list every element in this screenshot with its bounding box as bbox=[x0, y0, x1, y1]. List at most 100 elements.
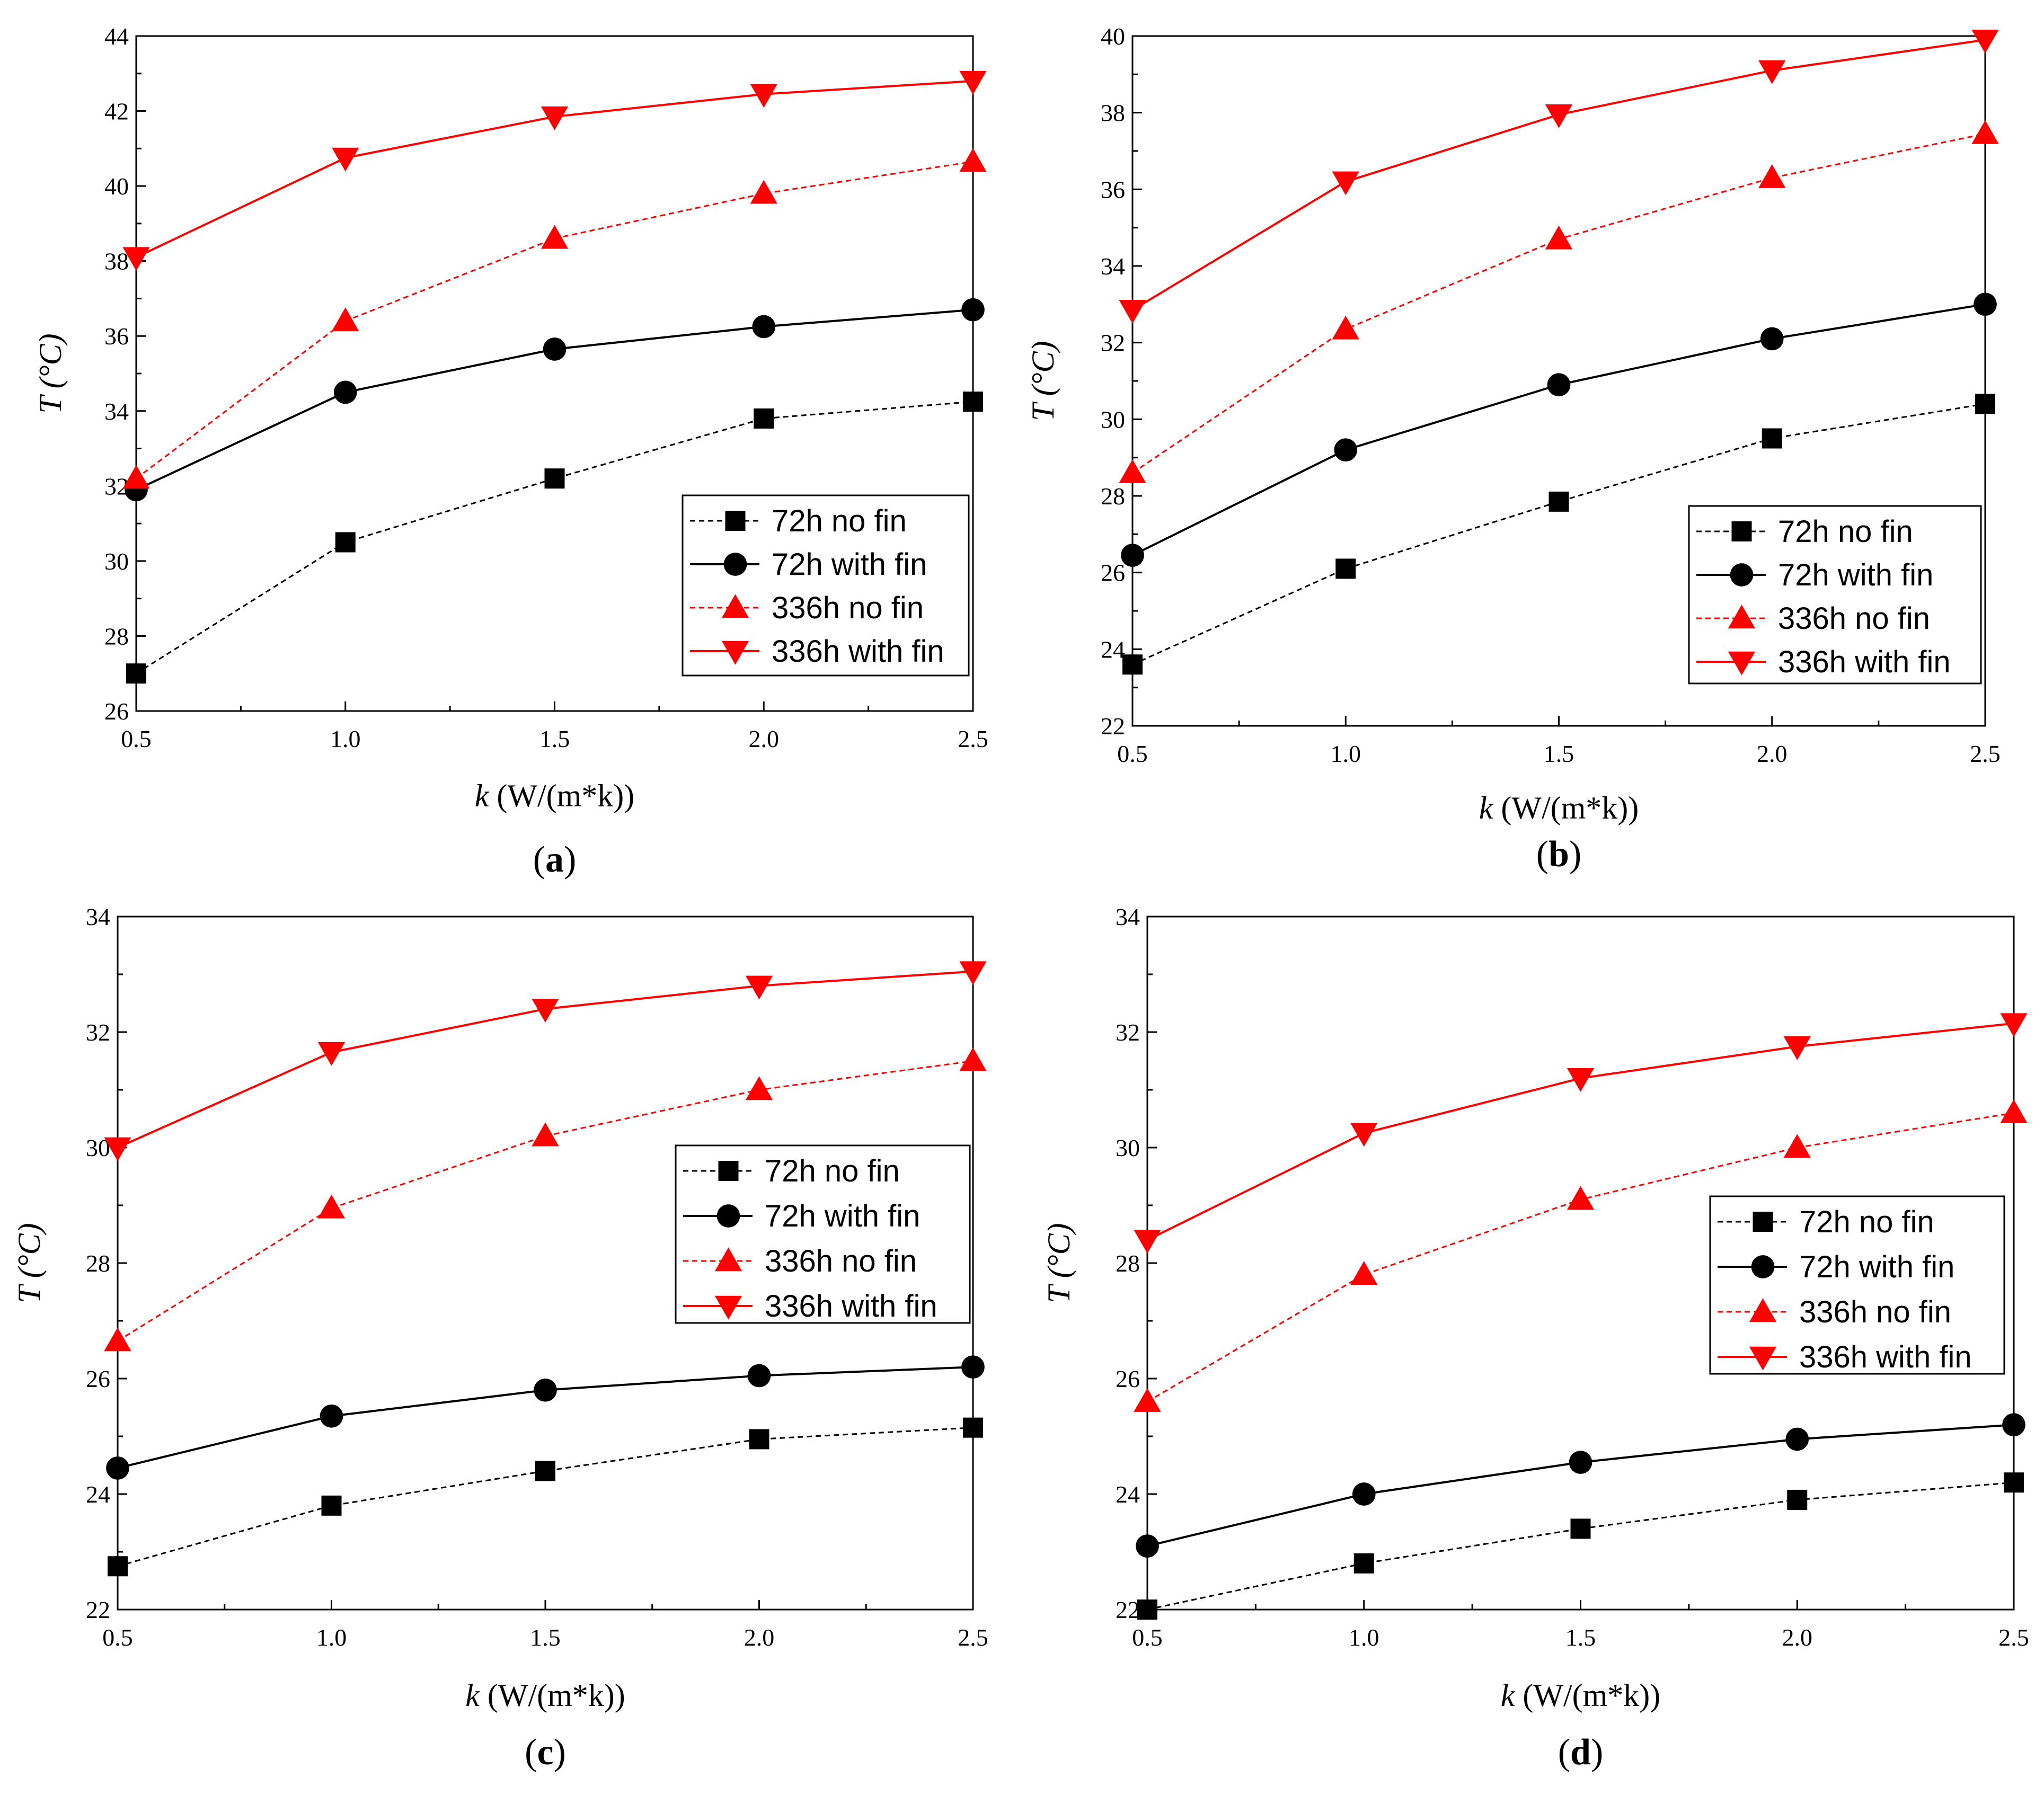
legend-label: 336h with fin bbox=[1778, 645, 1951, 679]
legend-swatch-marker bbox=[1749, 1346, 1777, 1371]
y-tick-label: 28 bbox=[1101, 483, 1125, 510]
legend: 72h no fin 72h with fin 336h no fin 336h wi… bbox=[1709, 1195, 2005, 1375]
y-tick-label: 44 bbox=[104, 23, 129, 50]
data-point bbox=[1119, 299, 1146, 324]
series-336h-with-fin bbox=[122, 70, 987, 271]
legend: 72h no fin 72h with fin 336h no fin 336h wi… bbox=[675, 1144, 971, 1324]
x-tick-label: 1.5 bbox=[1544, 740, 1574, 767]
data-point bbox=[959, 148, 987, 172]
x-tick-label: 2.0 bbox=[744, 1624, 775, 1651]
x-axis-label-unit: (W/(m*k)) bbox=[489, 778, 634, 813]
x-tick-label: 1.0 bbox=[1349, 1624, 1379, 1651]
panel-caption: (d) bbox=[1558, 1732, 1604, 1773]
x-tick-label: 0.5 bbox=[1132, 1624, 1163, 1651]
series-336h-with-fin bbox=[1119, 29, 1999, 324]
data-point bbox=[1350, 1123, 1378, 1147]
data-point bbox=[1567, 1068, 1595, 1092]
legend-swatch-marker bbox=[714, 1247, 742, 1272]
y-tick-label: 34 bbox=[86, 903, 110, 930]
data-point bbox=[1758, 164, 1786, 188]
y-tick-label: 28 bbox=[104, 623, 129, 650]
y-tick-label: 22 bbox=[1101, 713, 1125, 740]
data-point bbox=[543, 337, 567, 361]
y-tick-label: 36 bbox=[104, 323, 129, 350]
data-point bbox=[1332, 315, 1359, 340]
series-336h-no-fin bbox=[1134, 1099, 2028, 1412]
data-point bbox=[752, 315, 776, 339]
data-point bbox=[1545, 104, 1573, 128]
legend-swatch-marker bbox=[714, 1295, 742, 1320]
data-point bbox=[2002, 1413, 2025, 1437]
data-point bbox=[535, 1461, 555, 1481]
y-tick-label: 30 bbox=[1101, 406, 1125, 433]
y-axis-label-var: T bbox=[12, 1284, 47, 1303]
data-point bbox=[1783, 1134, 1811, 1158]
data-point bbox=[1335, 558, 1356, 579]
legend-label: 336h no fin bbox=[1799, 1295, 1951, 1329]
data-point bbox=[108, 1556, 128, 1577]
x-tick-label: 1.0 bbox=[316, 1624, 347, 1651]
data-point bbox=[122, 465, 150, 489]
data-point bbox=[335, 532, 356, 553]
x-axis-label-var: k bbox=[1479, 790, 1494, 825]
data-point bbox=[961, 1355, 985, 1379]
legend-label: 336h with fin bbox=[765, 1289, 937, 1323]
legend-label: 72h with fin bbox=[772, 547, 927, 582]
x-axis-label: k (W/(m*k)) bbox=[465, 1678, 625, 1713]
data-point bbox=[747, 1364, 771, 1388]
series-72h-no-fin bbox=[1122, 394, 1995, 675]
legend-swatch-marker bbox=[1730, 563, 1754, 587]
legend-swatch-marker bbox=[1749, 1298, 1777, 1322]
data-point bbox=[541, 106, 569, 130]
series-72h-no-fin bbox=[108, 1417, 983, 1577]
legend-label: 336h no fin bbox=[1778, 601, 1930, 636]
data-point bbox=[1332, 171, 1359, 196]
series-72h-with-fin bbox=[106, 1355, 985, 1480]
data-point bbox=[961, 298, 985, 322]
data-point bbox=[959, 1047, 987, 1071]
series-72h-no-fin bbox=[1137, 1472, 2024, 1620]
y-tick-label: 40 bbox=[1101, 23, 1125, 50]
caption-letter: c bbox=[537, 1732, 553, 1773]
y-tick-label: 26 bbox=[1101, 559, 1125, 587]
data-point bbox=[745, 975, 773, 1000]
data-point bbox=[1121, 544, 1144, 567]
series-72h-with-fin bbox=[1121, 292, 1997, 567]
x-axis-label-unit: (W/(m*k)) bbox=[1493, 790, 1639, 825]
series-line bbox=[117, 1060, 974, 1342]
y-axis-label: T (°C) bbox=[1025, 341, 1060, 421]
x-tick-label: 2.0 bbox=[1782, 1624, 1813, 1651]
data-point bbox=[317, 1042, 346, 1066]
data-point bbox=[532, 1122, 559, 1147]
y-tick-label: 32 bbox=[86, 1019, 110, 1046]
x-tick-label: 1.5 bbox=[530, 1624, 561, 1651]
y-tick-label: 36 bbox=[1101, 176, 1125, 203]
data-point bbox=[1334, 438, 1358, 462]
y-tick-label: 34 bbox=[1116, 903, 1140, 930]
y-axis-label: T (°C) bbox=[12, 1223, 47, 1303]
data-point bbox=[1119, 459, 1146, 483]
y-axis-label-unit: (°C) bbox=[33, 333, 68, 396]
series-72h-no-fin bbox=[126, 392, 983, 684]
legend-label: 72h no fin bbox=[772, 504, 907, 538]
legend-label: 72h with fin bbox=[1799, 1250, 1954, 1284]
series-line bbox=[1132, 403, 1986, 665]
data-point bbox=[1971, 120, 1999, 144]
caption-open: ( bbox=[525, 1732, 537, 1773]
data-point bbox=[2000, 1099, 2028, 1123]
chart-panel-d: 22 24 26 28 30 32 34 0.5 1.0 1.5 2.0 2.5 k (W/(m*k))… bbox=[1041, 903, 2029, 1773]
x-axis-label-unit: (W/(m*k)) bbox=[1515, 1678, 1660, 1713]
x-axis-label-var: k bbox=[1501, 1678, 1516, 1713]
y-axis-label-unit: (°C) bbox=[1041, 1223, 1076, 1286]
legend-label: 72h with fin bbox=[1778, 558, 1933, 592]
data-point bbox=[1974, 292, 1997, 316]
caption-open: ( bbox=[1558, 1732, 1570, 1773]
legend-label: 72h no fin bbox=[765, 1154, 900, 1188]
legend-swatch-marker bbox=[1728, 651, 1756, 676]
legend-swatch-marker bbox=[721, 641, 749, 665]
legend-swatch-marker bbox=[718, 1161, 739, 1181]
series-line bbox=[136, 308, 974, 491]
data-point bbox=[1787, 1489, 1808, 1510]
